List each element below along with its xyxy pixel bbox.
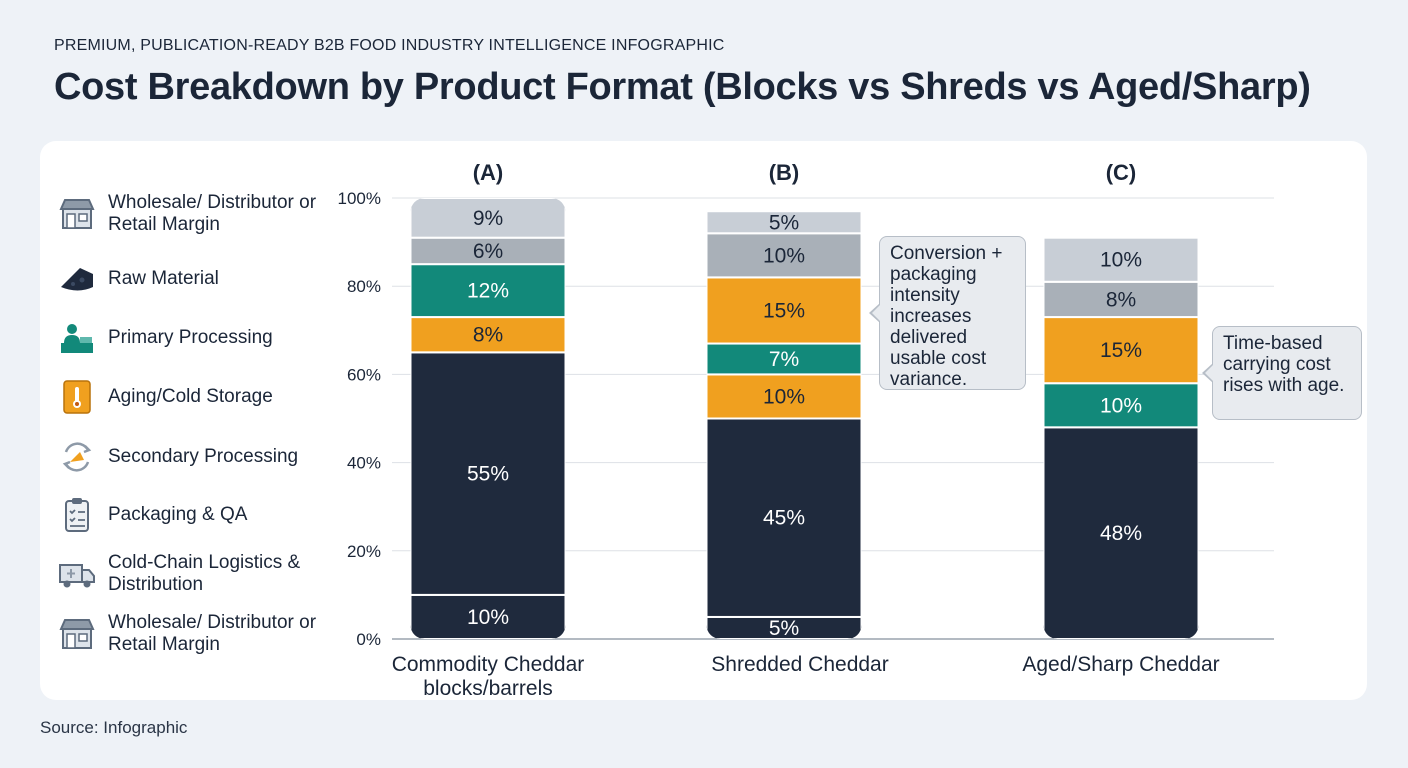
- source-note: Source: Infographic: [40, 718, 188, 737]
- legend-item-packaging: Packaging & QA: [58, 496, 323, 534]
- legend-label: Primary Processing: [108, 327, 273, 348]
- storefront-icon: [59, 619, 95, 649]
- legend-item-secondary-processing: Secondary Processing: [58, 438, 323, 476]
- legend-label: Aging/Cold Storage: [108, 386, 273, 407]
- x-tick-label: Commodity Cheddar: [392, 653, 585, 676]
- legend-label: Secondary Processing: [108, 446, 299, 467]
- bar-segment: [706, 373, 862, 420]
- panel-label: (C): [1106, 160, 1137, 185]
- legend-item-aging: Aging/Cold Storage: [58, 378, 323, 416]
- bar-group: [410, 198, 566, 639]
- bar-segment: [410, 351, 566, 596]
- legend-item-primary-processing: Primary Processing: [58, 319, 323, 357]
- clipboard-icon: [65, 498, 89, 532]
- data-label: 7%: [769, 348, 799, 371]
- data-label: 15%: [1100, 339, 1142, 362]
- data-label: 45%: [763, 507, 805, 530]
- legend-item-margin-bottom: Wholesale/ Distributor or Retail Margin: [58, 612, 323, 656]
- data-label: 9%: [473, 207, 503, 230]
- data-label: 10%: [1100, 249, 1142, 272]
- panel-label: (A): [473, 160, 504, 185]
- legend-item-margin-top: Wholesale/ Distributor or Retail Margin: [58, 192, 323, 236]
- y-tick-label: 20%: [347, 542, 381, 561]
- x-tick-label: Shredded Cheddar: [711, 653, 888, 676]
- storefront-icon: [59, 199, 95, 229]
- callout-aged: Time-based carrying cost rises with age.: [1202, 326, 1362, 420]
- legend-item-logistics: Cold-Chain Logistics & Distribution: [58, 552, 323, 596]
- thermometer-icon: [63, 380, 91, 414]
- page-title: Cost Breakdown by Product Format (Blocks…: [54, 66, 1311, 108]
- bar-segment: [706, 210, 862, 235]
- data-label: 6%: [473, 240, 503, 263]
- legend-label: Cold-Chain Logistics & Distribution: [108, 552, 301, 595]
- bar-segment: [410, 198, 566, 239]
- x-tick-label: blocks/barrels: [423, 677, 553, 700]
- data-label: 12%: [467, 280, 509, 303]
- bar-segment: [1043, 426, 1199, 639]
- data-label: 48%: [1100, 522, 1142, 545]
- data-label: 55%: [467, 463, 509, 486]
- legend-item-raw-material: Raw Material: [58, 260, 323, 298]
- cycle-cheese-icon: [62, 442, 92, 472]
- data-label: 5%: [769, 617, 799, 640]
- y-tick-label: 40%: [347, 454, 381, 473]
- data-label: 15%: [763, 299, 805, 322]
- worker-icon: [61, 324, 93, 353]
- bar-segment: [410, 236, 566, 266]
- bar-group: [706, 210, 862, 639]
- data-label: 8%: [473, 324, 503, 347]
- data-label: 8%: [1106, 288, 1136, 311]
- legend-label: Wholesale/ Distributor or Retail Margin: [108, 192, 317, 235]
- data-label: 10%: [763, 385, 805, 408]
- data-label: 10%: [467, 606, 509, 629]
- y-tick-label: 60%: [347, 365, 381, 384]
- data-label: 10%: [1100, 394, 1142, 417]
- eyebrow-text: PREMIUM, PUBLICATION-READY B2B FOOD INDU…: [54, 37, 725, 54]
- legend-label: Raw Material: [108, 268, 219, 289]
- y-tick-label: 0%: [356, 630, 381, 649]
- panel-label: (B): [769, 160, 800, 185]
- bar-segment: [1043, 316, 1199, 385]
- legend-label: Packaging & QA: [108, 504, 248, 525]
- y-tick-label: 80%: [347, 277, 381, 296]
- y-tick-label: 100%: [338, 189, 381, 208]
- data-label: 5%: [769, 211, 799, 234]
- legend-label: Wholesale/ Distributor or Retail Margin: [108, 612, 317, 655]
- bar-group: [1043, 236, 1199, 639]
- x-tick-label: Aged/Sharp Cheddar: [1022, 653, 1219, 676]
- data-label: 10%: [763, 244, 805, 267]
- bar-segment: [1043, 236, 1199, 283]
- callout-shredded: Conversion + packaging intensity increas…: [869, 236, 1026, 390]
- truck-icon: [59, 564, 95, 588]
- cheese-icon: [61, 268, 93, 291]
- bar-segment: [706, 276, 862, 345]
